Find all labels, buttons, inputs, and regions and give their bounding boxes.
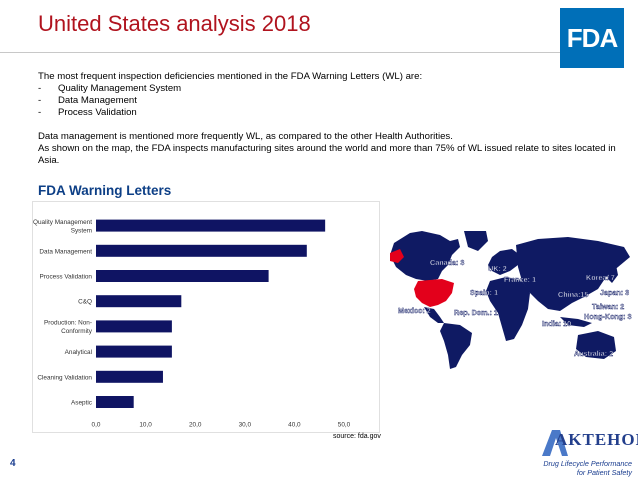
chart-title: FDA Warning Letters (38, 183, 172, 198)
map-label: Korea: 7 (586, 273, 615, 282)
map-label: Mexico: 2 (398, 306, 431, 315)
category-label: C&Q (78, 299, 92, 306)
map-label: China:15 (558, 290, 588, 299)
paragraph-map: As shown on the map, the FDA inspects ma… (38, 143, 616, 166)
category-label: Aseptic (71, 400, 93, 407)
map-usa (414, 279, 454, 307)
map-greenland (464, 231, 488, 251)
slide-title: United States analysis 2018 (38, 11, 311, 36)
fda-logo-text: FDA (566, 22, 618, 53)
map-japan (608, 265, 618, 283)
intro-text: The most frequent inspection deficiencie… (38, 71, 423, 82)
bar-4 (96, 295, 182, 308)
world-map: Canada: 3 UK: 2 France: 1 Korea: 7 Spain: 1 C… (390, 231, 632, 369)
list-item: Data Management (38, 95, 628, 107)
map-indonesia (560, 317, 592, 327)
map-labels: Canada: 3 UK: 2 France: 1 Korea: 7 Spain: 1 C… (398, 258, 632, 358)
source-note: source: fda.gov (333, 433, 381, 440)
category-label: Process Validation (40, 274, 93, 281)
map-australia (576, 331, 616, 359)
category-label: Conformity (61, 328, 93, 335)
list-item: Process Validation (38, 107, 628, 119)
category-label: Cleaning Validation (37, 374, 92, 381)
aktehom-logo (542, 430, 568, 456)
chart-frame (32, 201, 380, 433)
map-label: France: 1 (504, 275, 536, 284)
bar-2 (96, 244, 307, 257)
map-label: Canada: 3 (430, 258, 464, 267)
map-africa (486, 277, 530, 341)
body-text: The most frequent inspection deficiencie… (38, 71, 628, 167)
bar-7 (96, 370, 163, 383)
map-north-america (390, 231, 460, 281)
bar-1 (96, 219, 326, 232)
fda-logo: FDA (560, 8, 624, 68)
map-alaska (390, 249, 404, 263)
company-tagline-1: Drug Lifecycle Performance (543, 459, 632, 468)
map-south-america (440, 323, 472, 369)
x-tick-label: 20,0 (189, 422, 202, 429)
company-tagline-2: for Patient Safety (576, 468, 632, 477)
x-tick-label: 0,0 (92, 422, 101, 429)
map-label: India: 10 (542, 319, 571, 328)
logo-mark (542, 430, 568, 456)
map-label: Rep. Dom.: 1 (454, 308, 498, 317)
list-item: Quality Management System (38, 83, 628, 95)
map-label: Japan: 3 (600, 288, 629, 297)
x-tick-label: 50,0 (338, 422, 351, 429)
x-tick-label: 10,0 (139, 422, 152, 429)
map-asia (516, 237, 630, 311)
bar-5 (96, 320, 172, 333)
map-label: Spain: 1 (470, 288, 498, 297)
bar-3 (96, 270, 269, 282)
deficiency-list: Quality Management System Data Managemen… (38, 83, 628, 119)
category-label: System (71, 227, 92, 234)
category-label: Production: Non- (44, 320, 92, 327)
bar-6 (96, 345, 172, 358)
paragraph-data-management: Data management is mentioned more freque… (38, 131, 453, 142)
bar-8 (96, 396, 134, 408)
map-label: Taiwan: 2 (592, 302, 624, 311)
map-label: UK: 2 (488, 264, 507, 273)
x-tick-label: 40,0 (288, 422, 301, 429)
map-europe (488, 249, 520, 275)
title-divider (0, 52, 560, 53)
map-label: Australia: 2 (574, 349, 613, 358)
page-number: 4 (10, 458, 16, 469)
map-central-america (424, 307, 444, 323)
x-tick-label: 30,0 (239, 422, 252, 429)
company-name: AKTEHOM (555, 430, 638, 449)
category-label: Quality Management (33, 219, 92, 226)
map-label: Hong-Kong: 3 (584, 312, 632, 321)
category-label: Data Management (39, 248, 92, 255)
category-label: Analytical (65, 349, 92, 356)
